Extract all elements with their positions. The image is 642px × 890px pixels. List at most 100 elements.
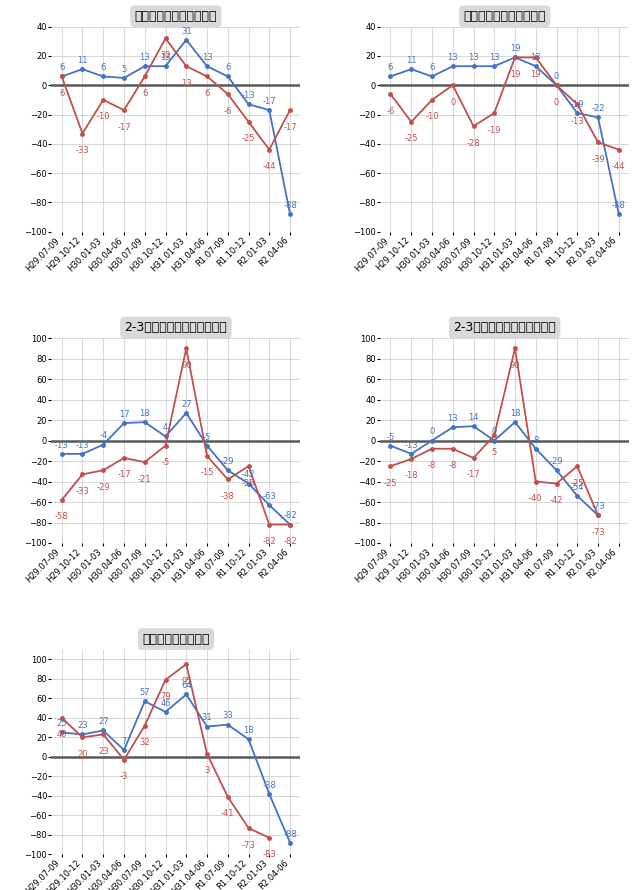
Text: 19: 19 bbox=[510, 70, 520, 79]
Title: 2-3階建て賃貸住宅受注金額: 2-3階建て賃貸住宅受注金額 bbox=[453, 321, 556, 334]
Text: 57: 57 bbox=[139, 688, 150, 697]
Text: -25: -25 bbox=[384, 479, 397, 488]
Text: -41: -41 bbox=[221, 809, 234, 818]
Text: 27: 27 bbox=[98, 717, 108, 726]
Text: -10: -10 bbox=[96, 112, 110, 121]
Text: -5: -5 bbox=[161, 458, 169, 467]
Text: -6: -6 bbox=[386, 107, 395, 116]
Text: -4: -4 bbox=[99, 432, 107, 441]
Text: -13: -13 bbox=[242, 91, 256, 100]
Text: 64: 64 bbox=[181, 681, 191, 691]
Text: -13: -13 bbox=[571, 117, 584, 125]
Text: -17: -17 bbox=[467, 471, 480, 480]
Text: -8: -8 bbox=[428, 461, 436, 470]
Text: 13: 13 bbox=[447, 53, 458, 62]
Text: -73: -73 bbox=[241, 840, 256, 850]
Text: -22: -22 bbox=[591, 104, 605, 113]
Text: 6: 6 bbox=[142, 89, 148, 98]
Text: -73: -73 bbox=[591, 528, 605, 537]
Text: -13: -13 bbox=[55, 441, 69, 449]
Text: -17: -17 bbox=[117, 123, 131, 132]
Text: 18: 18 bbox=[510, 409, 520, 418]
Text: 31: 31 bbox=[181, 27, 191, 36]
Text: -44: -44 bbox=[612, 162, 625, 171]
Text: 3: 3 bbox=[204, 766, 210, 775]
Text: 20: 20 bbox=[77, 750, 88, 759]
Text: 13: 13 bbox=[489, 53, 499, 62]
Text: 13: 13 bbox=[202, 53, 213, 62]
Title: 2-3階建て賃貸住宅受注戸数: 2-3階建て賃貸住宅受注戸数 bbox=[125, 321, 227, 334]
Text: 0: 0 bbox=[492, 427, 497, 436]
Text: -28: -28 bbox=[467, 139, 480, 148]
Text: -38: -38 bbox=[221, 492, 234, 501]
Text: 46: 46 bbox=[160, 699, 171, 708]
Title: 戸建て分譲住宅受注金額: 戸建て分譲住宅受注金額 bbox=[464, 10, 546, 23]
Text: -13: -13 bbox=[404, 441, 418, 449]
Text: -17: -17 bbox=[263, 97, 276, 106]
Text: -82: -82 bbox=[263, 537, 276, 546]
Text: 25: 25 bbox=[56, 719, 67, 728]
Text: 13: 13 bbox=[530, 53, 541, 62]
Text: -6: -6 bbox=[223, 107, 232, 116]
Text: -40: -40 bbox=[529, 494, 542, 503]
Text: -25: -25 bbox=[242, 479, 256, 488]
Text: -54: -54 bbox=[571, 482, 584, 491]
Text: 0: 0 bbox=[429, 427, 435, 436]
Text: 6: 6 bbox=[204, 89, 210, 98]
Text: -17: -17 bbox=[283, 123, 297, 132]
Text: 5: 5 bbox=[121, 65, 126, 74]
Text: 40: 40 bbox=[56, 731, 67, 740]
Text: -19: -19 bbox=[571, 100, 584, 109]
Text: -33: -33 bbox=[76, 487, 89, 496]
Text: 13: 13 bbox=[139, 53, 150, 62]
Text: 5: 5 bbox=[492, 448, 497, 457]
Text: 32: 32 bbox=[160, 51, 171, 60]
Title: リフォーム受注金額: リフォーム受注金額 bbox=[142, 633, 210, 645]
Text: 23: 23 bbox=[98, 747, 108, 756]
Text: 6: 6 bbox=[388, 63, 393, 72]
Text: -38: -38 bbox=[263, 781, 276, 789]
Text: -42: -42 bbox=[242, 471, 256, 480]
Text: 23: 23 bbox=[77, 721, 88, 730]
Text: 19: 19 bbox=[510, 44, 520, 53]
Text: 18: 18 bbox=[243, 726, 254, 735]
Text: -44: -44 bbox=[263, 162, 276, 171]
Text: -17: -17 bbox=[117, 471, 131, 480]
Text: 4: 4 bbox=[163, 424, 168, 433]
Text: -13: -13 bbox=[76, 441, 89, 449]
Text: -58: -58 bbox=[55, 513, 69, 522]
Text: -25: -25 bbox=[242, 134, 256, 143]
Text: 79: 79 bbox=[160, 692, 171, 701]
Text: 14: 14 bbox=[468, 413, 479, 422]
Text: 6: 6 bbox=[101, 63, 106, 72]
Text: 90: 90 bbox=[181, 360, 191, 370]
Text: -33: -33 bbox=[76, 146, 89, 155]
Text: -82: -82 bbox=[283, 537, 297, 546]
Text: 90: 90 bbox=[510, 360, 520, 370]
Text: -29: -29 bbox=[221, 457, 234, 466]
Text: 13: 13 bbox=[181, 78, 191, 88]
Text: -8: -8 bbox=[532, 435, 540, 445]
Text: 17: 17 bbox=[119, 410, 129, 419]
Text: -88: -88 bbox=[612, 201, 626, 210]
Text: 13: 13 bbox=[468, 53, 479, 62]
Text: -88: -88 bbox=[283, 201, 297, 210]
Text: 18: 18 bbox=[139, 409, 150, 418]
Text: -83: -83 bbox=[263, 850, 276, 860]
Text: -5: -5 bbox=[386, 433, 395, 441]
Text: 13: 13 bbox=[447, 414, 458, 423]
Text: -39: -39 bbox=[591, 155, 605, 164]
Text: -73: -73 bbox=[591, 502, 605, 511]
Text: -42: -42 bbox=[550, 496, 563, 505]
Text: 6: 6 bbox=[225, 63, 230, 72]
Text: -82: -82 bbox=[283, 512, 297, 521]
Text: -3: -3 bbox=[120, 773, 128, 781]
Text: -21: -21 bbox=[138, 474, 152, 483]
Text: 27: 27 bbox=[181, 400, 191, 409]
Text: 33: 33 bbox=[222, 711, 233, 721]
Text: 11: 11 bbox=[406, 56, 417, 65]
Text: -8: -8 bbox=[449, 461, 457, 470]
Text: -29: -29 bbox=[550, 457, 563, 466]
Text: 7: 7 bbox=[121, 737, 126, 746]
Text: 0: 0 bbox=[554, 98, 559, 107]
